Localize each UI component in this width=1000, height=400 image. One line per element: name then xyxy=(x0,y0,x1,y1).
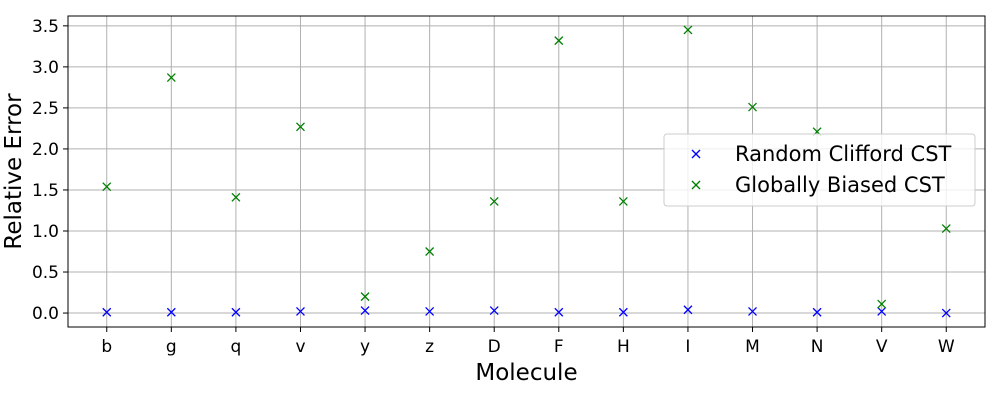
x-tick-label: I xyxy=(685,337,690,357)
data-point xyxy=(425,306,435,316)
data-point xyxy=(166,307,176,317)
data-point xyxy=(683,305,693,315)
data-point xyxy=(231,192,241,202)
data-point xyxy=(941,224,951,233)
y-tick-label: 0.0 xyxy=(32,304,59,324)
y-tick-label: 1.5 xyxy=(32,181,59,201)
data-point xyxy=(748,306,757,316)
x-tick-label: N xyxy=(811,337,824,357)
data-point xyxy=(683,25,693,35)
data-point xyxy=(877,306,887,316)
y-tick-label: 0.5 xyxy=(32,263,59,283)
data-point xyxy=(360,292,370,302)
data-point xyxy=(166,73,176,83)
x-tick-label: W xyxy=(938,337,955,357)
x-tick-label: F xyxy=(554,337,564,357)
axis-ticks: 0.0 0.5 1.0 1.5 2.0 2.5 3.0 3.5 b g q v y z D F H I M N V W xyxy=(32,17,955,357)
data-marks xyxy=(102,25,951,318)
legend-marker xyxy=(691,180,701,190)
data-point xyxy=(618,196,628,206)
data-point xyxy=(618,307,628,317)
y-tick-label: 3.5 xyxy=(32,17,59,37)
x-tick-label: v xyxy=(295,337,305,357)
x-tick-label: H xyxy=(617,337,630,357)
data-point xyxy=(231,307,241,317)
series-0 xyxy=(102,305,951,318)
y-tick-label: 1.0 xyxy=(32,222,59,242)
data-point xyxy=(425,247,435,256)
legend-label: Random Clifford CST xyxy=(735,142,952,166)
data-point xyxy=(554,307,564,317)
x-tick-label: M xyxy=(745,337,760,357)
data-point xyxy=(489,306,499,316)
x-tick-label: D xyxy=(488,337,501,357)
plot-area-frame xyxy=(67,15,986,328)
data-point xyxy=(554,36,564,46)
x-tick-label: y xyxy=(360,337,370,357)
data-point xyxy=(102,307,112,317)
data-point xyxy=(296,306,305,316)
x-tick-label: V xyxy=(876,337,888,357)
x-tick-label: b xyxy=(101,337,112,357)
legend-label: Globally Biased CST xyxy=(735,173,945,197)
y-tick-label: 2.0 xyxy=(32,140,59,160)
data-point xyxy=(360,306,370,316)
legend-marker xyxy=(691,149,701,159)
data-point xyxy=(877,299,887,309)
y-tick-label: 2.5 xyxy=(32,99,59,119)
data-point xyxy=(489,196,499,206)
legend-box xyxy=(663,133,976,207)
data-point xyxy=(941,308,951,318)
x-tick-label: g xyxy=(166,337,177,357)
x-tick-label: q xyxy=(231,337,242,357)
data-point xyxy=(102,182,112,192)
data-point xyxy=(748,102,757,112)
x-tick-label: z xyxy=(425,337,434,357)
legend: Random Clifford CST Globally Biased CST xyxy=(663,133,976,207)
y-axis-title: Relative Error xyxy=(1,93,27,250)
x-axis-title: Molecule xyxy=(475,360,577,386)
data-point xyxy=(812,307,822,317)
data-point xyxy=(296,122,305,132)
y-tick-label: 3.0 xyxy=(32,58,59,78)
